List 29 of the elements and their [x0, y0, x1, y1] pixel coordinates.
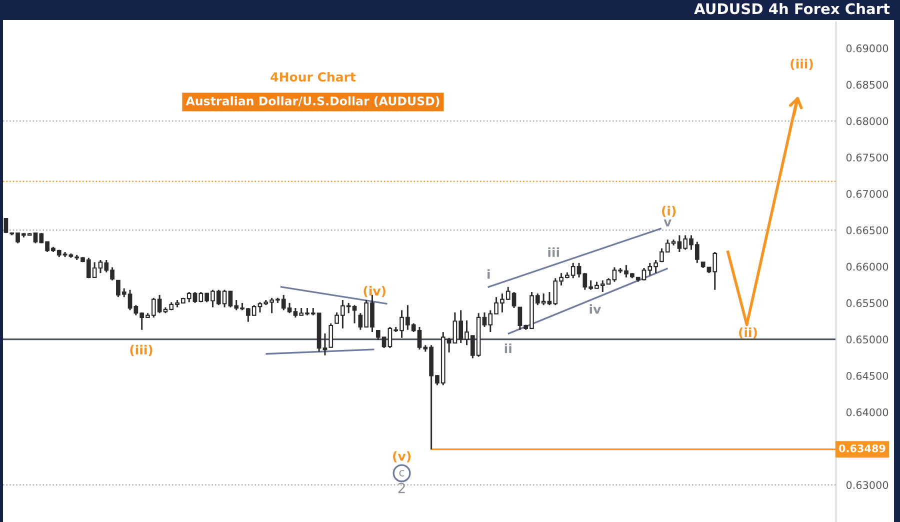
y-tick-label: 0.64500	[846, 372, 888, 380]
annotation: iii	[548, 247, 559, 257]
annotation: 4Hour Chart	[270, 72, 356, 82]
annotation: iv	[590, 304, 601, 314]
y-tick-label: 0.68000	[846, 117, 888, 126]
y-tick-label: 0.65000	[846, 336, 888, 344]
annotation: (iii)	[130, 344, 152, 356]
text: Australian Dollar/U.S.Dollar (AUDUSD)	[186, 96, 440, 107]
annotation: v	[664, 219, 672, 226]
y-tick-label: 0.65500	[846, 299, 888, 308]
annotation: (i)	[662, 206, 676, 218]
y-tick-label: 0.66500	[846, 226, 888, 234]
y-tick-label: 0.63000	[846, 481, 888, 489]
y-tick-label: 0.66000	[846, 262, 888, 271]
ref-line-label: 0.63489	[838, 444, 886, 452]
chart-title: AUDUSD 4h Forex Chart	[694, 2, 890, 14]
annotation: (ii)	[739, 327, 757, 339]
y-tick-label: 0.67000	[846, 190, 888, 198]
annotation: (iii)	[790, 58, 813, 70]
annotation: c	[399, 470, 404, 476]
y-tick-label: 0.67500	[846, 154, 888, 162]
annotation: (iv)	[364, 286, 386, 298]
annotation: ii	[504, 343, 512, 353]
y-tick-label: 0.69000	[846, 44, 888, 52]
annotation: (v)	[393, 451, 410, 462]
y-tick-label: 0.64000	[846, 408, 888, 416]
y-tick-label: 0.68500	[846, 80, 888, 89]
annotation: 2	[398, 482, 405, 494]
annotation: i	[488, 269, 490, 279]
